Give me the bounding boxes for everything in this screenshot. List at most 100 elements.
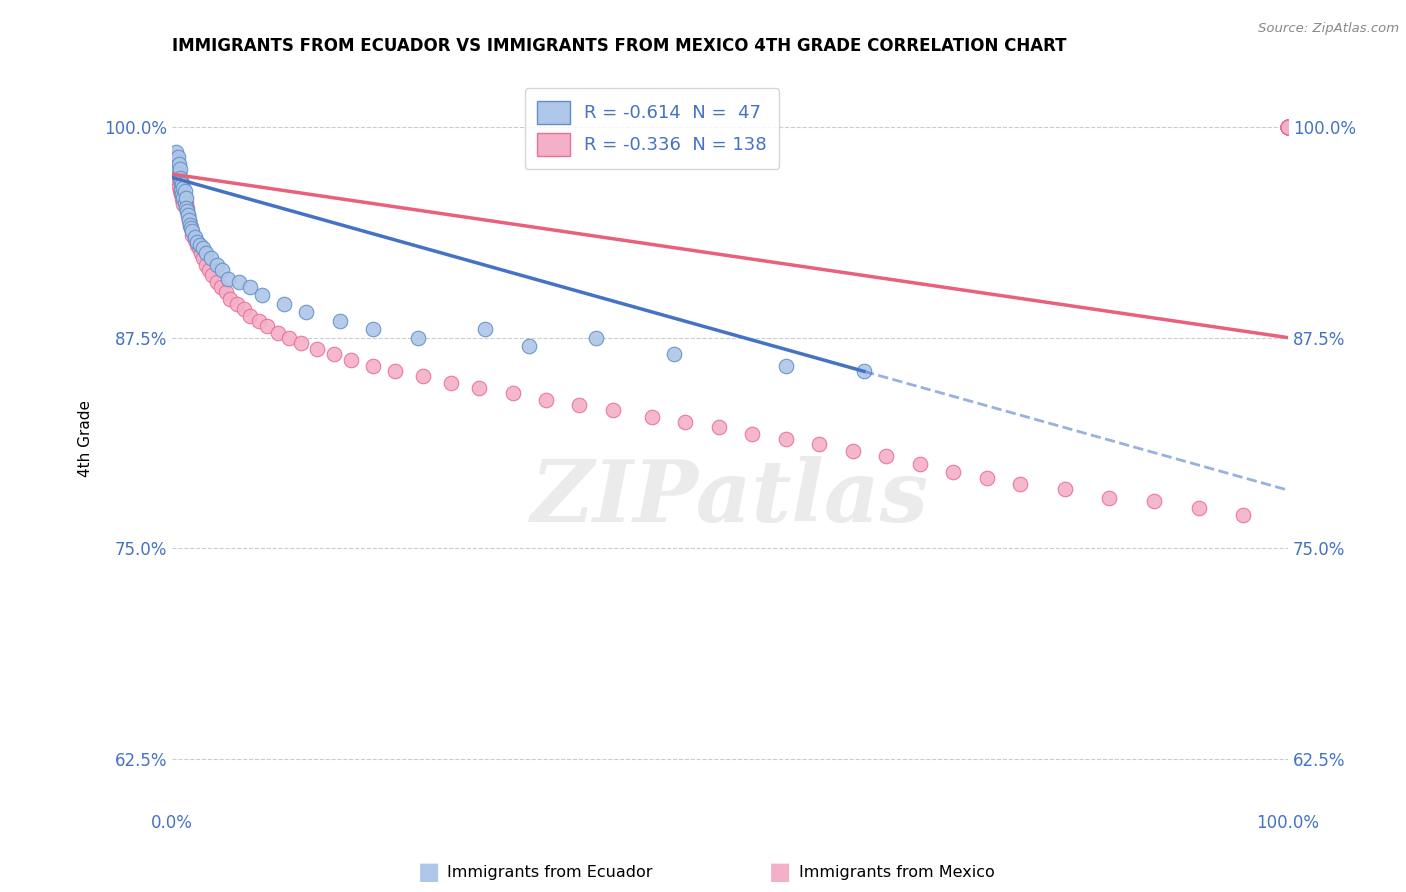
Text: Immigrants from Ecuador: Immigrants from Ecuador: [447, 865, 652, 880]
Point: [1277, 120, 1299, 134]
Point: [1277, 120, 1299, 134]
Point: [1277, 120, 1299, 134]
Point: [174, 201, 197, 215]
Point: [1277, 120, 1299, 134]
Text: ZIPatlas: ZIPatlas: [531, 457, 929, 540]
Point: [169, 162, 191, 177]
Point: [406, 331, 429, 345]
Point: [176, 201, 198, 215]
Point: [217, 271, 239, 285]
Point: [568, 398, 591, 412]
Point: [1143, 494, 1166, 508]
Point: [1277, 120, 1299, 134]
Point: [239, 280, 262, 294]
Point: [172, 197, 194, 211]
Point: [1277, 120, 1299, 134]
Point: [172, 191, 194, 205]
Point: [1277, 120, 1299, 134]
Point: [295, 305, 318, 319]
Point: [1277, 120, 1299, 134]
Point: [1277, 120, 1299, 134]
Point: [201, 268, 224, 283]
Point: [193, 241, 215, 255]
Point: [165, 157, 187, 171]
Point: [193, 252, 215, 266]
Point: [1277, 120, 1299, 134]
Point: [167, 178, 190, 193]
Point: [1277, 120, 1299, 134]
Point: [256, 318, 278, 333]
Point: [194, 258, 217, 272]
Point: [174, 191, 197, 205]
Point: [180, 221, 202, 235]
Point: [1277, 120, 1299, 134]
Point: [1277, 120, 1299, 134]
Point: [440, 376, 463, 391]
Point: [1277, 120, 1299, 134]
Point: [267, 326, 290, 340]
Point: [170, 178, 193, 192]
Point: [1277, 120, 1299, 134]
Point: [1098, 491, 1121, 505]
Point: [1277, 120, 1299, 134]
Point: [211, 263, 233, 277]
Point: [166, 162, 188, 177]
Point: [517, 339, 540, 353]
Point: [1277, 120, 1299, 134]
Point: [167, 167, 190, 181]
Point: [361, 359, 384, 374]
Point: [1277, 120, 1299, 134]
Point: [166, 162, 188, 177]
Point: [219, 292, 242, 306]
Point: [205, 275, 228, 289]
Point: [1232, 508, 1254, 522]
Point: [1277, 120, 1299, 134]
Point: [181, 224, 204, 238]
Point: [188, 241, 211, 255]
Point: [468, 381, 491, 395]
Point: [775, 432, 797, 446]
Point: [1277, 120, 1299, 134]
Point: [502, 386, 524, 401]
Legend: R = -0.614  N =  47, R = -0.336  N = 138: R = -0.614 N = 47, R = -0.336 N = 138: [524, 88, 779, 169]
Point: [602, 403, 624, 417]
Point: [176, 204, 198, 219]
Point: [1277, 120, 1299, 134]
Point: [1277, 120, 1299, 134]
Text: Immigrants from Mexico: Immigrants from Mexico: [799, 865, 994, 880]
Point: [307, 343, 329, 357]
Point: [1277, 120, 1299, 134]
Point: [166, 170, 188, 185]
Point: [1277, 120, 1299, 134]
Point: [239, 309, 262, 323]
Point: [323, 347, 346, 361]
Point: [1277, 120, 1299, 134]
Point: [186, 238, 208, 252]
Point: [1277, 120, 1299, 134]
Point: [808, 437, 831, 451]
Point: [339, 352, 361, 367]
Point: [172, 187, 194, 202]
Point: [174, 195, 197, 210]
Point: [1277, 120, 1299, 134]
Point: [215, 285, 238, 299]
Point: [173, 184, 195, 198]
Point: [1277, 120, 1299, 134]
Point: [1277, 120, 1299, 134]
Point: [250, 288, 273, 302]
Point: [166, 174, 188, 188]
Point: [1277, 120, 1299, 134]
Point: [228, 275, 250, 289]
Point: [177, 208, 200, 222]
Point: [1277, 120, 1299, 134]
Point: [1277, 120, 1299, 134]
Point: [329, 314, 352, 328]
Point: [200, 252, 222, 266]
Point: [1010, 477, 1032, 491]
Point: [1277, 120, 1299, 134]
Point: [1277, 120, 1299, 134]
Point: [273, 297, 295, 311]
Point: [167, 157, 190, 171]
Point: [1277, 120, 1299, 134]
Point: [1053, 483, 1076, 497]
